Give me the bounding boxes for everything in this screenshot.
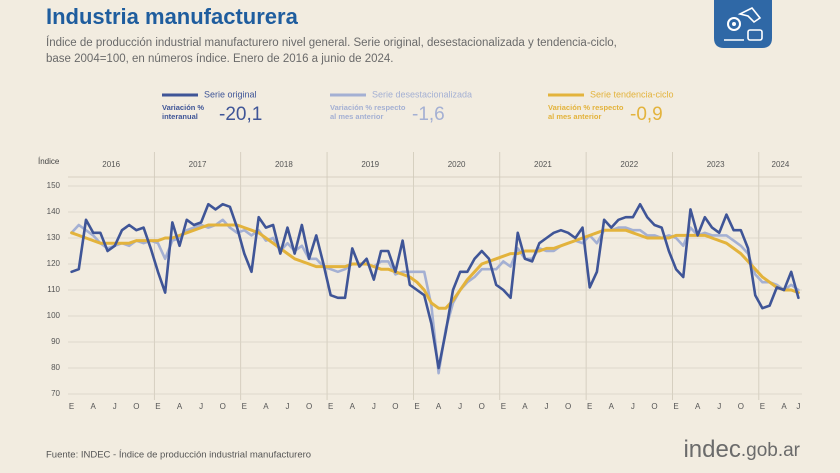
x-tick-label: E — [673, 402, 678, 411]
x-tick-label: J — [199, 402, 203, 411]
x-tick-label: J — [285, 402, 289, 411]
year-label: 2016 — [102, 160, 120, 169]
chart-title: Industria manufacturera — [46, 4, 299, 29]
x-tick-label: A — [350, 402, 356, 411]
x-tick-label: O — [306, 402, 312, 411]
x-tick-label: O — [565, 402, 571, 411]
year-label: 2020 — [448, 160, 466, 169]
year-label: 2019 — [361, 160, 379, 169]
y-tick-label: 100 — [47, 311, 61, 320]
x-tick-label: A — [781, 402, 787, 411]
y-tick-label: 130 — [47, 233, 61, 242]
year-label: 2018 — [275, 160, 293, 169]
x-tick-label: E — [414, 402, 419, 411]
series-line — [70, 202, 800, 370]
indicator-value: -20,1 — [219, 104, 262, 125]
logo-main: indec — [683, 436, 740, 463]
x-tick-label: J — [796, 402, 800, 411]
x-tick-label: A — [177, 402, 183, 411]
x-tick-label: O — [479, 402, 485, 411]
x-tick-label: O — [392, 402, 398, 411]
x-tick-label: O — [133, 402, 139, 411]
x-tick-label: A — [695, 402, 701, 411]
x-tick-label: O — [220, 402, 226, 411]
x-tick-label: E — [587, 402, 592, 411]
y-tick-label: 80 — [51, 363, 60, 372]
indicator-label: Variación % respecto — [330, 103, 406, 112]
logo-domain: .gob.ar — [741, 440, 801, 461]
x-tick-label: E — [760, 402, 765, 411]
indicator-value: -0,9 — [630, 104, 663, 125]
indicator-label: al mes anterior — [330, 112, 383, 121]
indicator-value: -1,6 — [412, 104, 445, 125]
x-tick-label: A — [91, 402, 97, 411]
x-tick-label: E — [69, 402, 74, 411]
x-tick-label: E — [501, 402, 506, 411]
year-label: 2017 — [189, 160, 207, 169]
legend-label: Serie tendencia-ciclo — [590, 89, 674, 99]
x-tick-label: J — [545, 402, 549, 411]
x-tick-label: A — [263, 402, 269, 411]
subtitle: base 2004=100, en números índice. Enero … — [46, 53, 394, 65]
y-tick-label: 90 — [51, 337, 60, 346]
x-tick-label: A — [522, 402, 528, 411]
legend-label: Serie desestacionalizada — [372, 89, 472, 99]
indicator-label: Variación % respecto — [548, 103, 624, 112]
year-label: 2021 — [534, 160, 552, 169]
y-axis-label: Índice — [38, 157, 60, 166]
x-tick-label: A — [609, 402, 615, 411]
x-tick-label: J — [458, 402, 462, 411]
x-tick-label: J — [631, 402, 635, 411]
logo: indec.gob.ar — [683, 436, 800, 463]
y-tick-label: 70 — [51, 389, 60, 398]
icon — [714, 0, 772, 48]
x-tick-label: E — [328, 402, 333, 411]
series-line — [70, 223, 800, 310]
legend-label: Serie original — [204, 89, 257, 99]
year-label: 2022 — [620, 160, 638, 169]
year-label: 2023 — [707, 160, 725, 169]
y-tick-label: 150 — [47, 181, 61, 190]
indicator-label: al mes anterior — [548, 112, 601, 121]
indicator-label: Variación % — [162, 103, 204, 112]
x-tick-label: E — [242, 402, 247, 411]
x-tick-label: J — [113, 402, 117, 411]
x-tick-label: O — [738, 402, 744, 411]
x-tick-label: J — [717, 402, 721, 411]
source: Fuente: INDEC - Índice de producción ind… — [46, 450, 311, 461]
x-tick-label: A — [436, 402, 442, 411]
indicator-label: interanual — [162, 112, 198, 121]
subtitle: Índice de producción industrial manufact… — [46, 36, 617, 49]
year-label: 2024 — [772, 160, 790, 169]
x-tick-label: E — [155, 402, 160, 411]
y-tick-label: 140 — [47, 207, 61, 216]
y-tick-label: 120 — [47, 259, 61, 268]
x-tick-label: J — [372, 402, 376, 411]
y-tick-label: 110 — [47, 285, 60, 294]
x-tick-label: O — [651, 402, 657, 411]
